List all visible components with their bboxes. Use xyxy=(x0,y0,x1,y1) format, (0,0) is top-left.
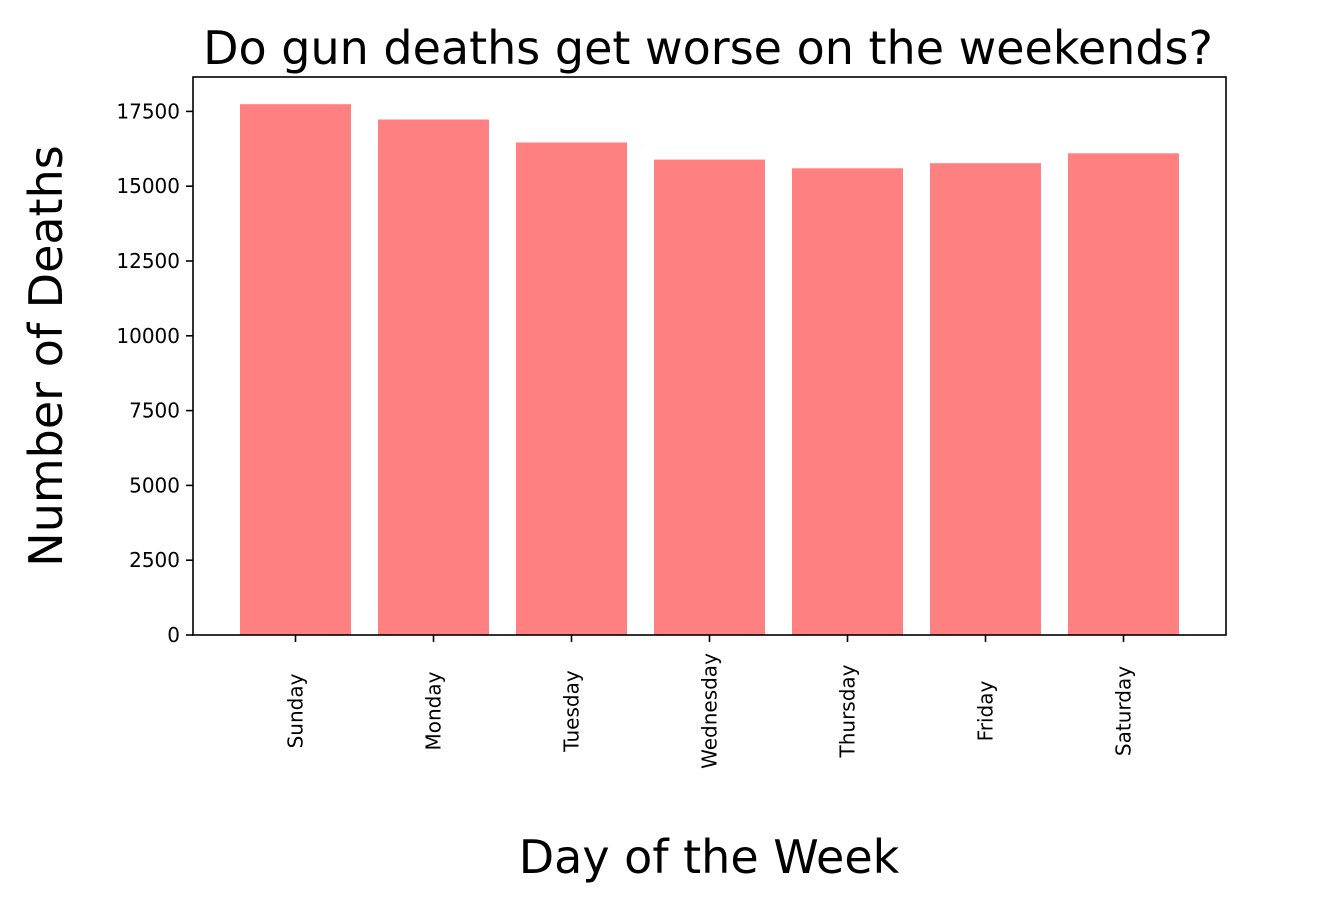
x-tick-label: Wednesday xyxy=(698,653,722,769)
x-tick-label: Monday xyxy=(422,671,446,750)
y-tick-label: 5000 xyxy=(129,473,180,497)
y-tick-label: 2500 xyxy=(129,548,180,572)
x-axis-label: Day of the Week xyxy=(519,830,900,884)
bar-sunday xyxy=(240,104,351,635)
y-tick-label: 0 xyxy=(167,623,180,647)
bar-friday xyxy=(930,163,1041,635)
y-tick-label: 10000 xyxy=(116,324,180,348)
y-axis-label: Number of Deaths xyxy=(19,145,73,566)
x-tick-label: Sunday xyxy=(284,673,308,748)
bar-thursday xyxy=(792,168,903,636)
bar-tuesday xyxy=(516,142,627,635)
x-tick-label: Thursday xyxy=(836,664,860,758)
y-tick-label: 7500 xyxy=(129,399,180,423)
x-ticks-group: Sunday Monday Tuesday Wednesday Thursday Frid… xyxy=(284,635,1136,769)
y-ticks-group: 0 2500 5000 7500 10000 12500 15000 17500 xyxy=(116,99,193,647)
bars-group xyxy=(240,104,1179,636)
x-tick-label: Saturday xyxy=(1112,666,1136,756)
plot-frame xyxy=(192,76,1227,636)
x-tick-label: Friday xyxy=(974,681,998,742)
x-tick-label: Tuesday xyxy=(560,670,584,753)
y-tick-label: 12500 xyxy=(116,249,180,273)
chart-title: Do gun deaths get worse on the weekends? xyxy=(203,21,1213,75)
y-tick-label: 17500 xyxy=(116,99,180,123)
bar-wednesday xyxy=(654,159,765,635)
y-tick-label: 15000 xyxy=(116,174,180,198)
bar-monday xyxy=(378,119,489,635)
bar-saturday xyxy=(1068,153,1179,636)
